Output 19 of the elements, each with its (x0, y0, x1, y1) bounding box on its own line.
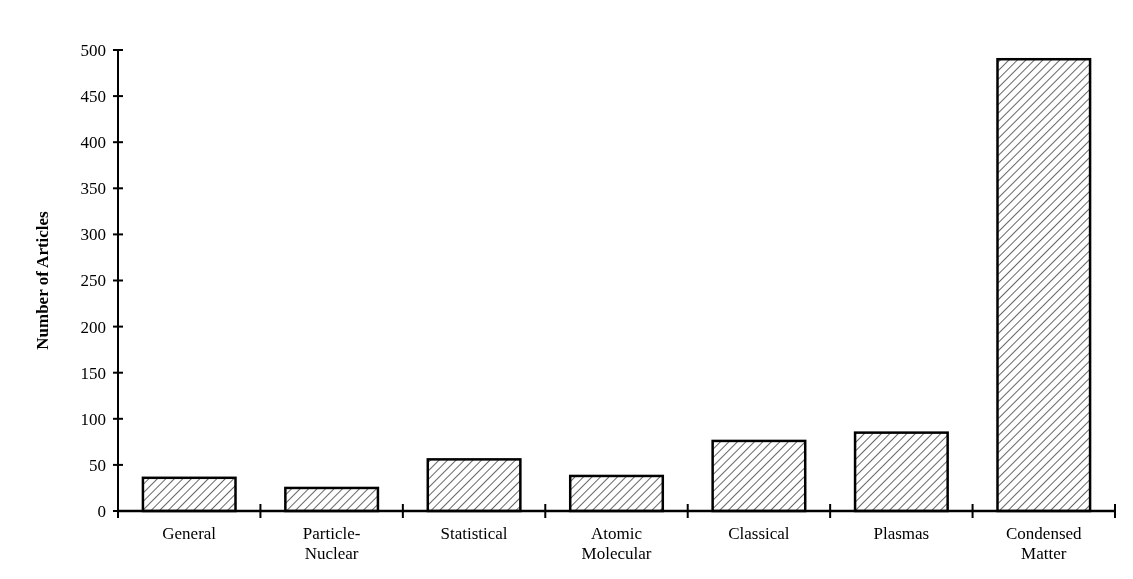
y-tick-label: 250 (80, 271, 106, 291)
y-tick-label: 500 (80, 40, 106, 60)
x-tick-label: Atomic Molecular (581, 524, 652, 563)
y-tick-label: 200 (80, 317, 106, 337)
x-tick-label: Plasmas (873, 524, 930, 543)
y-tick-label: 450 (80, 87, 106, 107)
y-tick-label: 100 (80, 409, 106, 429)
y-tick-label: 350 (80, 179, 106, 199)
y-tick-label: 150 (80, 363, 106, 383)
x-tick-label: Statistical (440, 524, 508, 543)
x-tick-label: Classical (728, 524, 790, 543)
x-tick-label: General (162, 524, 217, 543)
x-tick-label: Particle- Nuclear (302, 524, 361, 563)
y-tick-label: 300 (80, 225, 106, 245)
y-tick-label: 400 (80, 133, 106, 153)
x-tick-label: Condensed Matter (1006, 524, 1083, 563)
y-tick-label: 0 (97, 501, 106, 521)
y-axis-title: Number of Articles (33, 210, 52, 350)
y-tick-label: 50 (89, 455, 106, 475)
